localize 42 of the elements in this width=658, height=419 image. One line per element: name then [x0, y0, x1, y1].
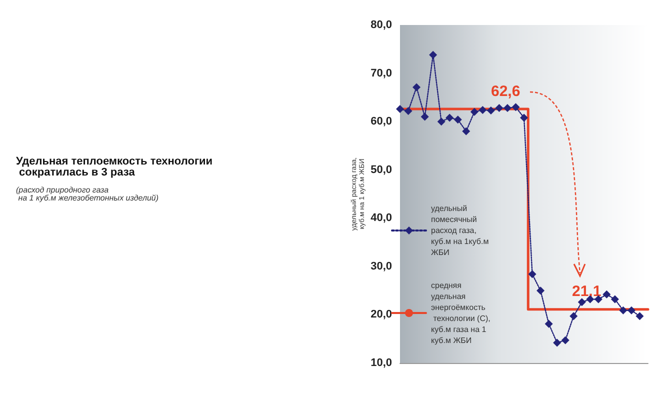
point [396, 105, 404, 114]
text: Удельная теплоемкость технологии сократилась в 3 раза [16, 156, 213, 178]
point [486, 106, 495, 114]
y-tick-label: 30,0 [370, 260, 392, 272]
legend-label: удельный помесячный расход газа, куб.м на 1куб.м ЖБИ [431, 204, 491, 257]
point [462, 127, 470, 136]
y-tick-label: 40,0 [370, 212, 392, 224]
point [404, 106, 412, 115]
point [602, 290, 611, 298]
point [503, 104, 512, 112]
point [495, 104, 504, 112]
y-tick-label: 10,0 [370, 357, 392, 369]
y-tick-label: 80,0 [370, 19, 392, 31]
point [561, 336, 570, 344]
y-tick-label: 20,0 [370, 308, 392, 321]
point [578, 298, 586, 306]
legend-label: средняя удельная энергоёмкость технологии (С), куб.м газа на 1 куб.м ЖБИ [431, 281, 493, 345]
y-tick-label: 70,0 [370, 67, 392, 80]
point [437, 118, 446, 126]
text: (расход природного газа на 1 куб.м железобетонных изделий) [16, 186, 159, 202]
annotation: 62,6 [491, 83, 520, 100]
point [536, 286, 545, 295]
point [636, 312, 644, 320]
point [420, 112, 429, 121]
point [627, 306, 636, 314]
point [512, 103, 520, 112]
point [619, 306, 628, 314]
y-tick-label: 60,0 [370, 116, 392, 128]
point [478, 106, 487, 114]
point [570, 312, 578, 320]
y-tick-label: 50,0 [370, 164, 392, 176]
point [553, 338, 562, 347]
point [454, 116, 462, 124]
point [528, 270, 536, 278]
point [544, 320, 553, 328]
point [412, 83, 421, 92]
annotation: 21,1 [572, 283, 602, 300]
point [429, 50, 438, 59]
point [610, 295, 619, 304]
point [470, 108, 478, 116]
point [520, 114, 528, 122]
point [446, 114, 454, 122]
